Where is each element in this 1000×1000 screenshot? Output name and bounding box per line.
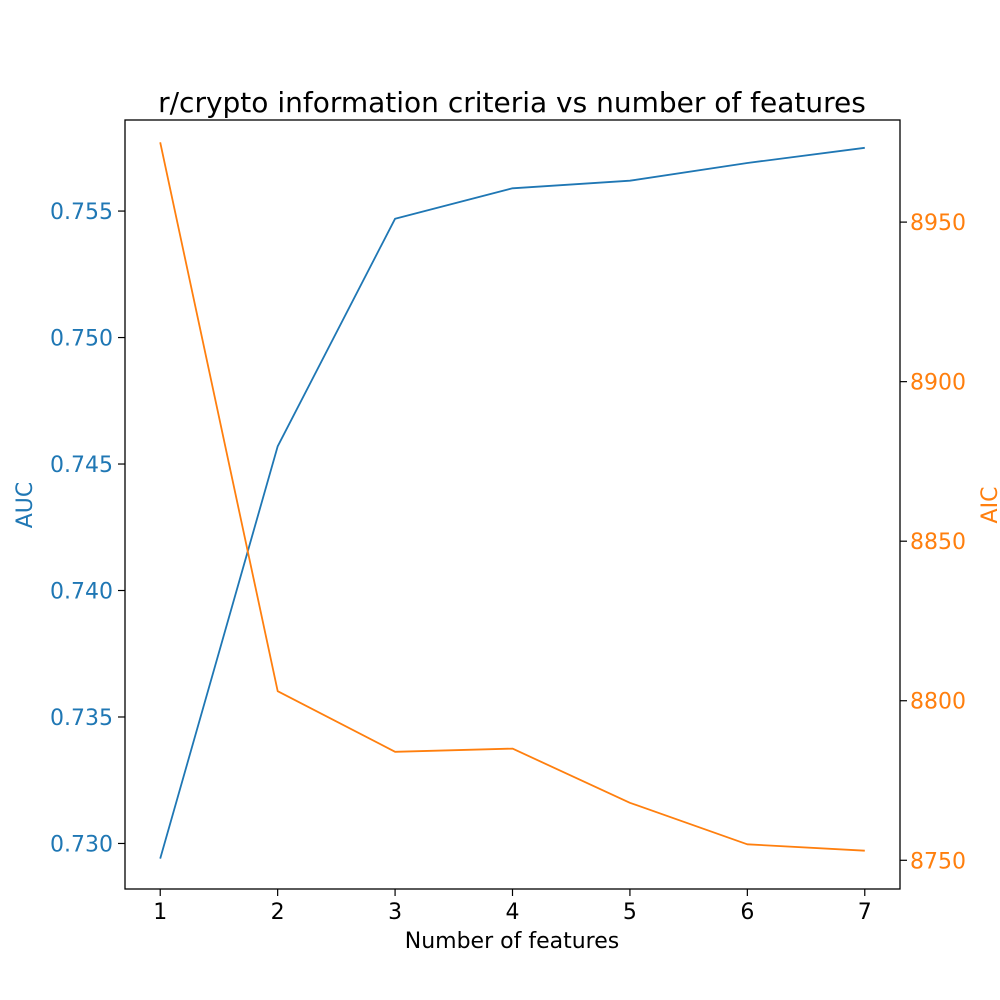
x-tick-label: 1 bbox=[153, 900, 167, 925]
chart-title: r/crypto information criteria vs number … bbox=[158, 86, 866, 119]
left-tick-label: 0.735 bbox=[50, 706, 113, 731]
left-tick-label: 0.730 bbox=[50, 832, 113, 857]
left-tick-label: 0.740 bbox=[50, 580, 113, 605]
x-tick-label: 7 bbox=[858, 900, 872, 925]
x-tick-label: 6 bbox=[740, 900, 754, 925]
right-axis-ticks: 8750 8800 8850 8900 8950 bbox=[900, 211, 966, 874]
right-tick-label: 8900 bbox=[910, 371, 966, 396]
left-tick-label: 0.745 bbox=[50, 453, 113, 478]
x-tick-label: 4 bbox=[506, 900, 520, 925]
x-tick-label: 2 bbox=[271, 900, 285, 925]
right-tick-label: 8800 bbox=[910, 690, 966, 715]
left-axis-ticks: 0.730 0.735 0.740 0.745 0.750 0.755 bbox=[50, 200, 125, 857]
auc-series-line bbox=[159, 146, 865, 859]
x-tick-label: 3 bbox=[388, 900, 402, 925]
left-axis-label: AUC bbox=[13, 482, 38, 529]
x-tick-label: 5 bbox=[623, 900, 637, 925]
right-tick-label: 8950 bbox=[910, 211, 966, 236]
right-axis-label: AIC bbox=[978, 487, 1000, 524]
aic-series-line bbox=[159, 142, 865, 852]
x-axis-label: Number of features bbox=[405, 929, 619, 954]
x-axis-ticks: 1 2 3 4 5 6 7 bbox=[153, 889, 872, 925]
series-layer bbox=[159, 142, 865, 859]
left-tick-label: 0.755 bbox=[50, 200, 113, 225]
left-tick-label: 0.750 bbox=[50, 327, 113, 352]
right-tick-label: 8850 bbox=[910, 530, 966, 555]
right-tick-label: 8750 bbox=[910, 849, 966, 874]
